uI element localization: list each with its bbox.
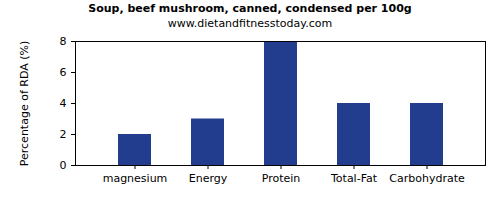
svg-text:Total-Fat: Total-Fat (330, 172, 378, 185)
svg-text:magnesium: magnesium (103, 172, 168, 185)
svg-text:0: 0 (60, 159, 67, 172)
svg-text:Energy: Energy (189, 172, 228, 185)
svg-text:4: 4 (60, 97, 67, 110)
html-text:www.dietandfitnesstoday.com: www.dietandfitnesstoday.com (167, 17, 333, 30)
svg-text:Percentage of RDA (%): Percentage of RDA (%) (18, 41, 31, 166)
svg-text:8: 8 (60, 35, 67, 48)
svg-text:2: 2 (60, 128, 67, 141)
html-text:Soup, beef mushroom, canned, c: Soup, beef mushroom, canned, condensed p… (88, 2, 412, 15)
svg-text:Carbohydrate: Carbohydrate (389, 172, 465, 185)
svg-text:6: 6 (60, 66, 67, 79)
svg-text:Protein: Protein (262, 172, 301, 185)
